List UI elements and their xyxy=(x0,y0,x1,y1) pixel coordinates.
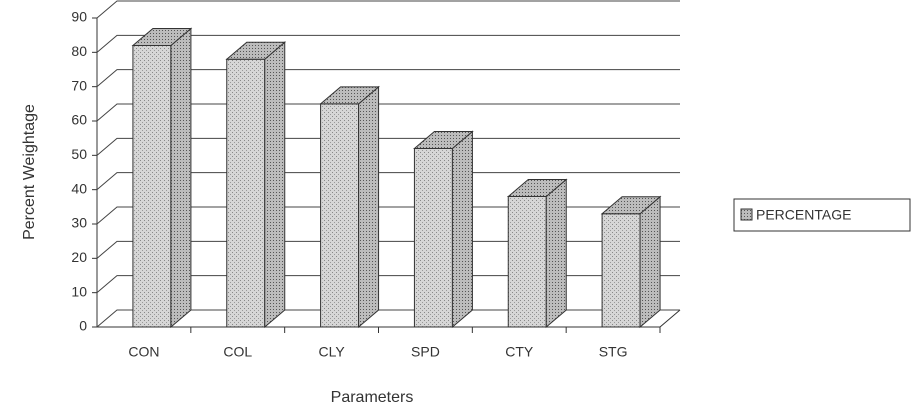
bar-face xyxy=(600,196,662,215)
bar-face xyxy=(413,130,474,149)
grid-line xyxy=(96,172,680,191)
grid-line xyxy=(96,309,680,328)
legend-box xyxy=(733,198,911,232)
grid-line xyxy=(96,275,680,294)
bar-face xyxy=(170,27,192,329)
y-tick-label: 10 xyxy=(71,283,87,299)
legend-swatch xyxy=(740,208,753,221)
bar-face xyxy=(451,130,473,329)
x-tick-label: SPD xyxy=(411,344,440,360)
bar xyxy=(225,41,287,329)
x-tick-label: COL xyxy=(223,344,252,360)
bar xyxy=(413,130,474,329)
bar xyxy=(319,85,380,329)
bar-face xyxy=(358,85,380,329)
bar-face xyxy=(319,86,380,105)
grid-line xyxy=(96,0,680,19)
grid-line xyxy=(96,137,680,156)
bar xyxy=(131,27,193,329)
bar-face xyxy=(226,58,266,328)
x-tick-label: STG xyxy=(599,344,628,360)
x-tick-label: CLY xyxy=(318,344,345,360)
grid-line xyxy=(96,69,680,88)
grid-line xyxy=(96,34,680,53)
y-tick-label: 90 xyxy=(71,9,87,25)
bar-face xyxy=(225,41,287,60)
bar-face xyxy=(264,41,286,329)
bar-face xyxy=(601,213,641,328)
legend-label: PERCENTAGE xyxy=(756,207,851,223)
bar xyxy=(600,195,662,329)
y-tick-label: 30 xyxy=(71,215,87,231)
grid-line xyxy=(96,240,680,259)
bar-face xyxy=(545,178,567,329)
x-tick-label: CTY xyxy=(505,344,534,360)
y-tick-label: 20 xyxy=(71,249,87,265)
bar-face xyxy=(131,27,193,46)
bar-face xyxy=(506,179,568,198)
y-tick-label: 80 xyxy=(71,43,87,59)
y-tick-label: 70 xyxy=(71,77,87,93)
bar-face xyxy=(132,44,172,328)
y-tick-label: 40 xyxy=(71,180,87,196)
grid-line xyxy=(96,103,680,122)
y-axis-label: Percent Weightage xyxy=(21,104,38,240)
x-tick-label: CON xyxy=(128,344,159,360)
bar-face xyxy=(413,147,453,328)
bar-face xyxy=(507,196,547,328)
y-tick-label: 60 xyxy=(71,112,87,128)
bar xyxy=(506,178,568,329)
y-tick-label: 0 xyxy=(79,318,87,334)
y-tick-label: 50 xyxy=(71,146,87,162)
grid-line xyxy=(96,206,680,225)
bar-face xyxy=(320,103,360,328)
x-axis-label: Parameters xyxy=(331,389,414,406)
bar-face xyxy=(639,195,661,329)
